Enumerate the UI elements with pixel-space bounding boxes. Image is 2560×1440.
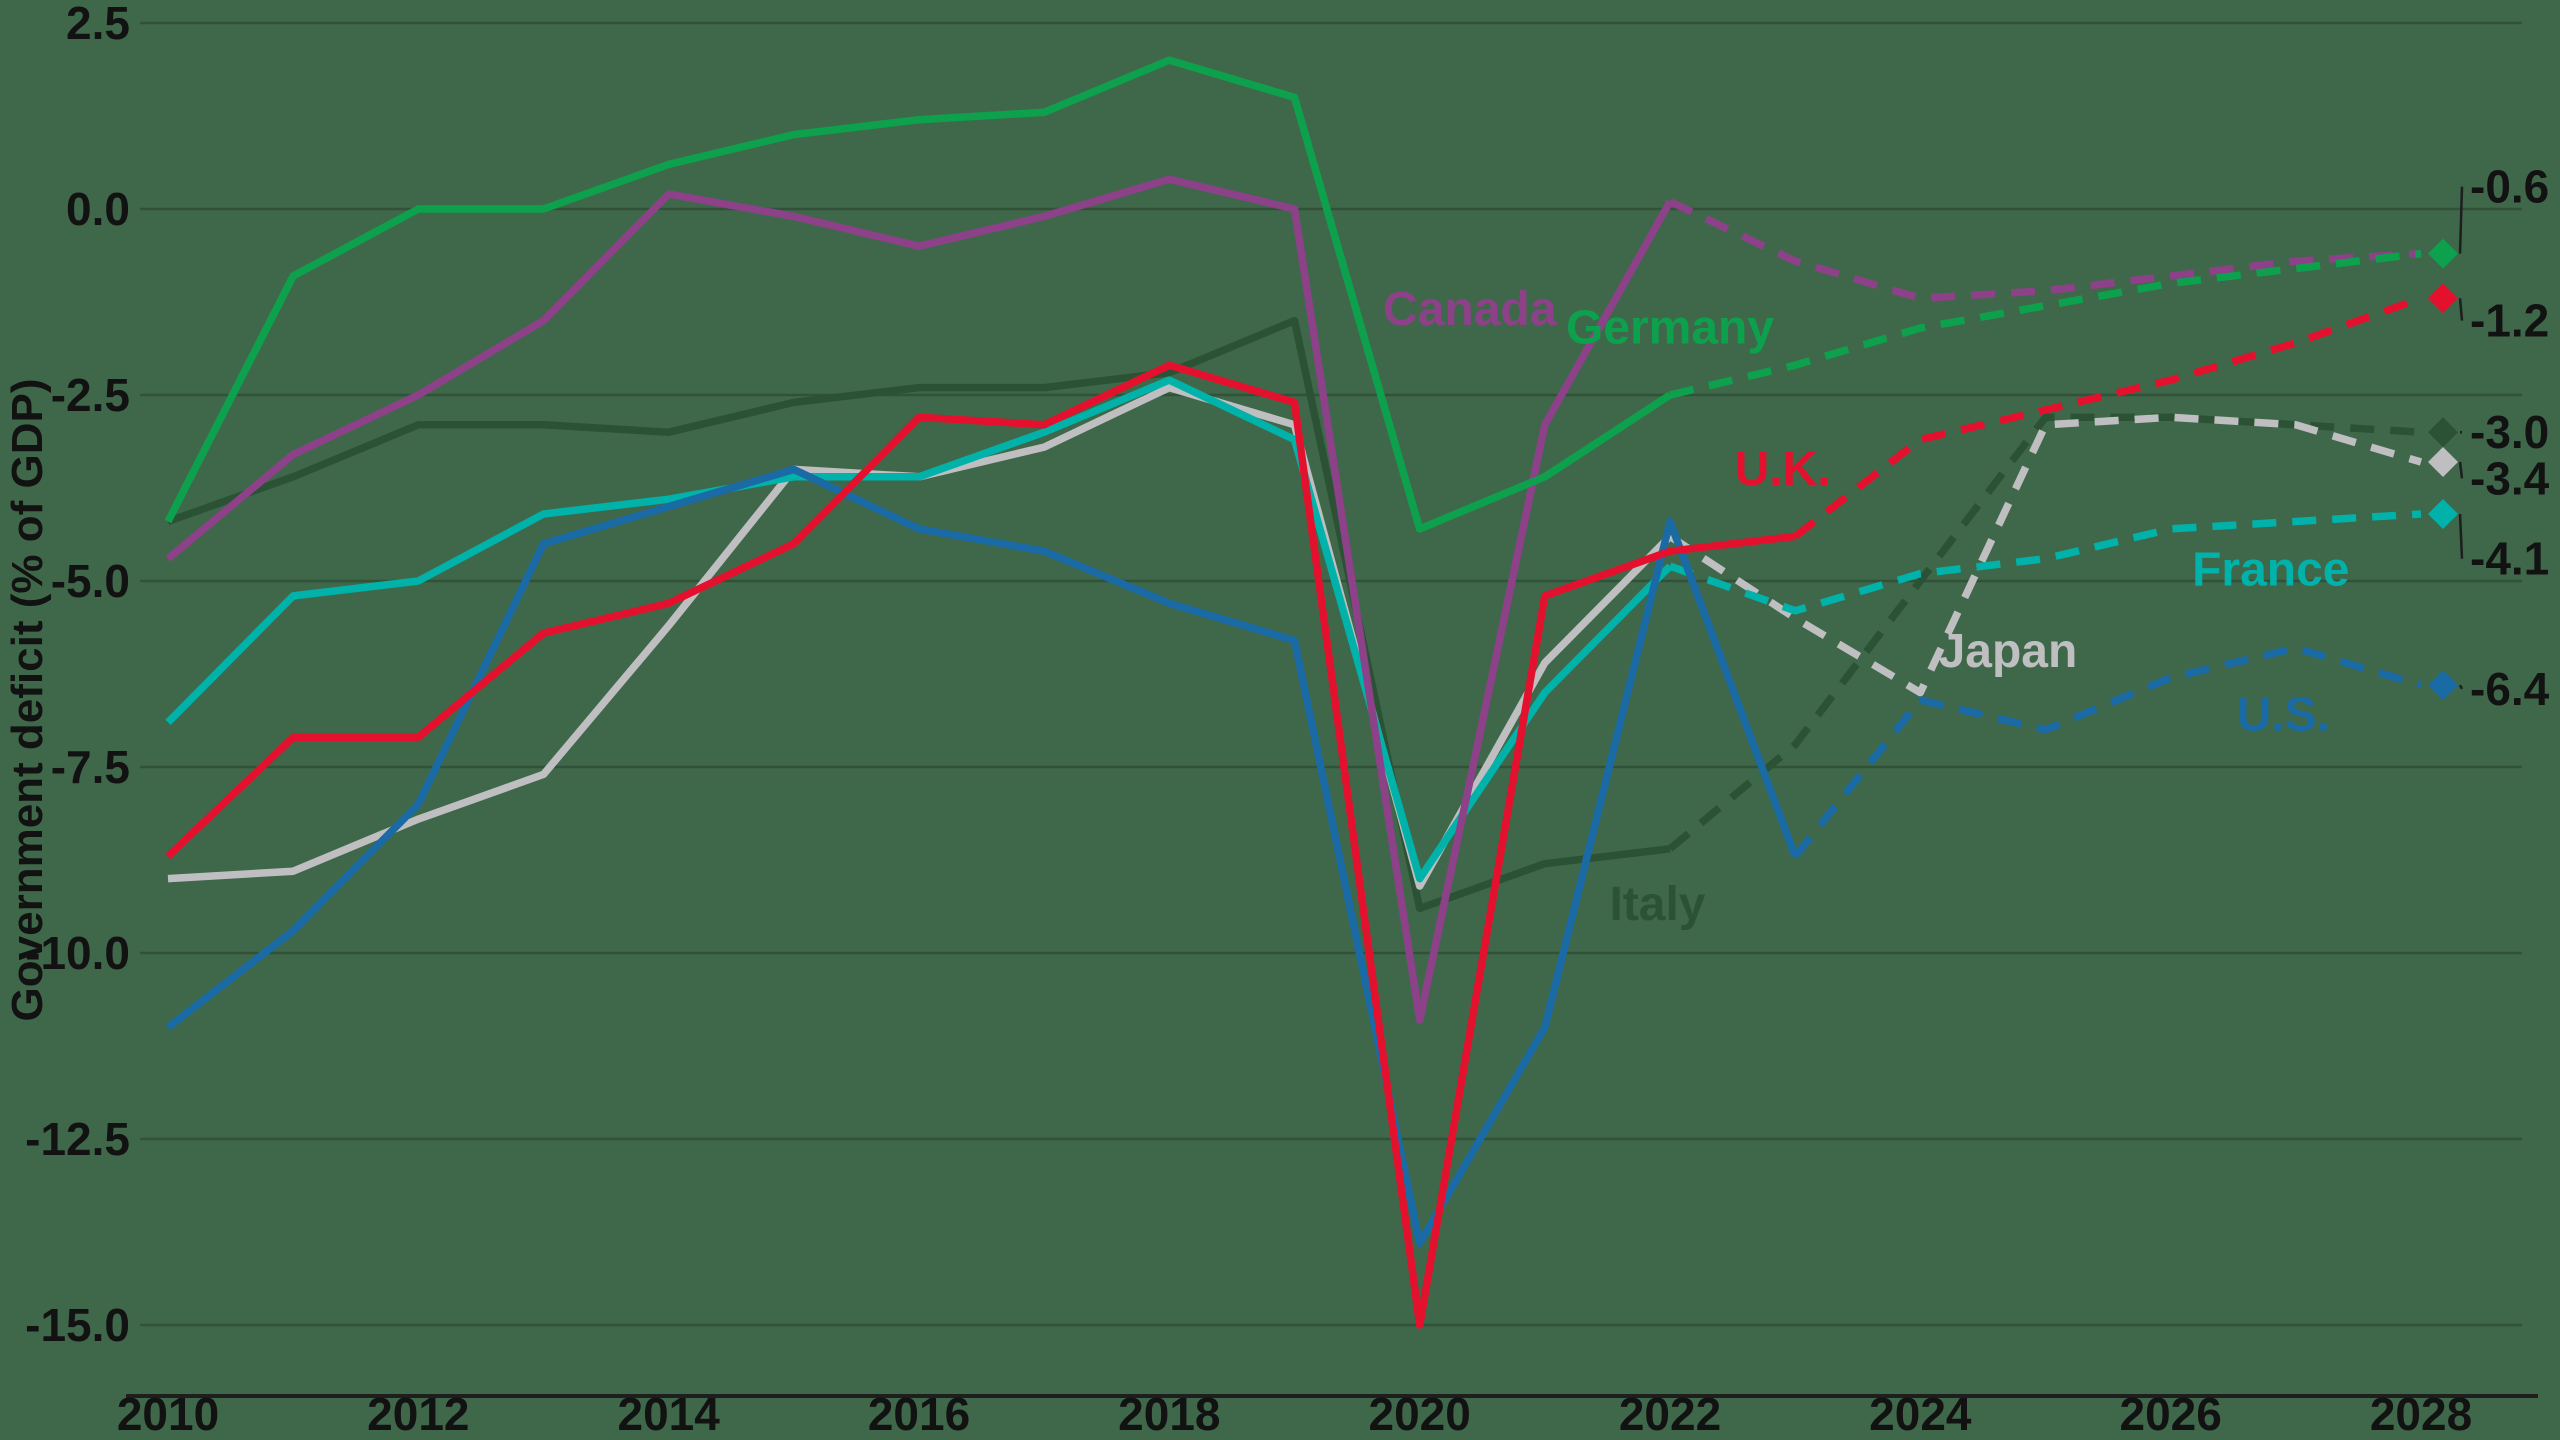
x-tick-label-2014: 2014 [617,1388,720,1440]
country-label-germany: Germany [1566,302,1774,355]
y-tick-label-2-5: 2.5 [66,0,130,49]
x-tick-label-2026: 2026 [2119,1388,2221,1440]
country-label-canada: Canada [1383,283,1557,336]
x-tick-label-2020: 2020 [1368,1388,1470,1440]
end-connector-germany [2458,186,2464,254]
series-line-italy [166,316,1671,913]
series-projection-france [1668,510,2422,615]
end-value-label-u-k: -1.2 [2470,295,2549,347]
end-value-label-france: -4.1 [2470,533,2549,585]
end-connector-france [2458,513,2464,559]
y-tick-label-10-0: -10.0 [25,927,130,979]
end-diamond-italy [2428,417,2458,448]
y-axis-title: Government deficit (% of GDP) [3,379,52,1022]
end-diamond-france [2428,499,2458,530]
end-diamond-germany [2428,238,2458,269]
country-label-u-k: U.K. [1735,443,1831,496]
series-line-u-k [165,361,1796,1329]
country-label-japan: Japan [1939,625,2078,678]
series-line-france [165,376,1673,883]
y-tick-label-0-0: 0.0 [66,183,130,235]
end-diamond-u-s [2428,670,2458,701]
x-tick-label-2012: 2012 [367,1388,469,1440]
series-line-japan [167,383,1673,890]
x-tick-label-2010: 2010 [117,1388,219,1440]
series-projection-canada [1668,198,2422,303]
y-tick-label-2-5: -2.5 [51,369,130,421]
series-line-u-s [165,465,1799,1247]
y-tick-label-12-5: -12.5 [25,1113,130,1165]
y-tick-label-5-0: -5.0 [51,555,130,607]
x-tick-label-2022: 2022 [1619,1388,1721,1440]
end-connector-japan [2458,461,2464,479]
end-value-label-japan: -3.4 [2470,452,2550,504]
end-value-label-italy: -3.0 [2470,406,2549,458]
end-diamond-u-k [2428,283,2458,314]
series-line-germany [164,56,1673,533]
series-line-canada [165,175,1674,1024]
country-label-u-s: U.S. [2237,688,2330,741]
series-projection-u-s [1792,644,2423,859]
y-tick-label-7-5: -7.5 [51,741,130,793]
end-value-label-u-s: -6.4 [2470,663,2550,715]
series-projection-germany [1669,249,2422,399]
end-diamond-japan [2428,446,2458,477]
series-projection-japan [1667,413,2423,697]
series-projection-u-k [1792,294,2423,540]
country-label-italy: Italy [1609,878,1705,931]
x-tick-label-2028: 2028 [2370,1388,2472,1440]
x-tick-label-2016: 2016 [868,1388,970,1440]
series-projection-italy [1667,413,2422,852]
y-tick-label-15-0: -15.0 [25,1299,130,1351]
end-connector-u-k [2458,298,2464,321]
x-tick-label-2024: 2024 [1869,1388,1972,1440]
x-tick-label-2018: 2018 [1118,1388,1220,1440]
end-value-label-germany: -0.6 [2470,161,2549,213]
end-connector-u-s [2458,684,2464,690]
country-label-france: France [2192,543,2349,596]
